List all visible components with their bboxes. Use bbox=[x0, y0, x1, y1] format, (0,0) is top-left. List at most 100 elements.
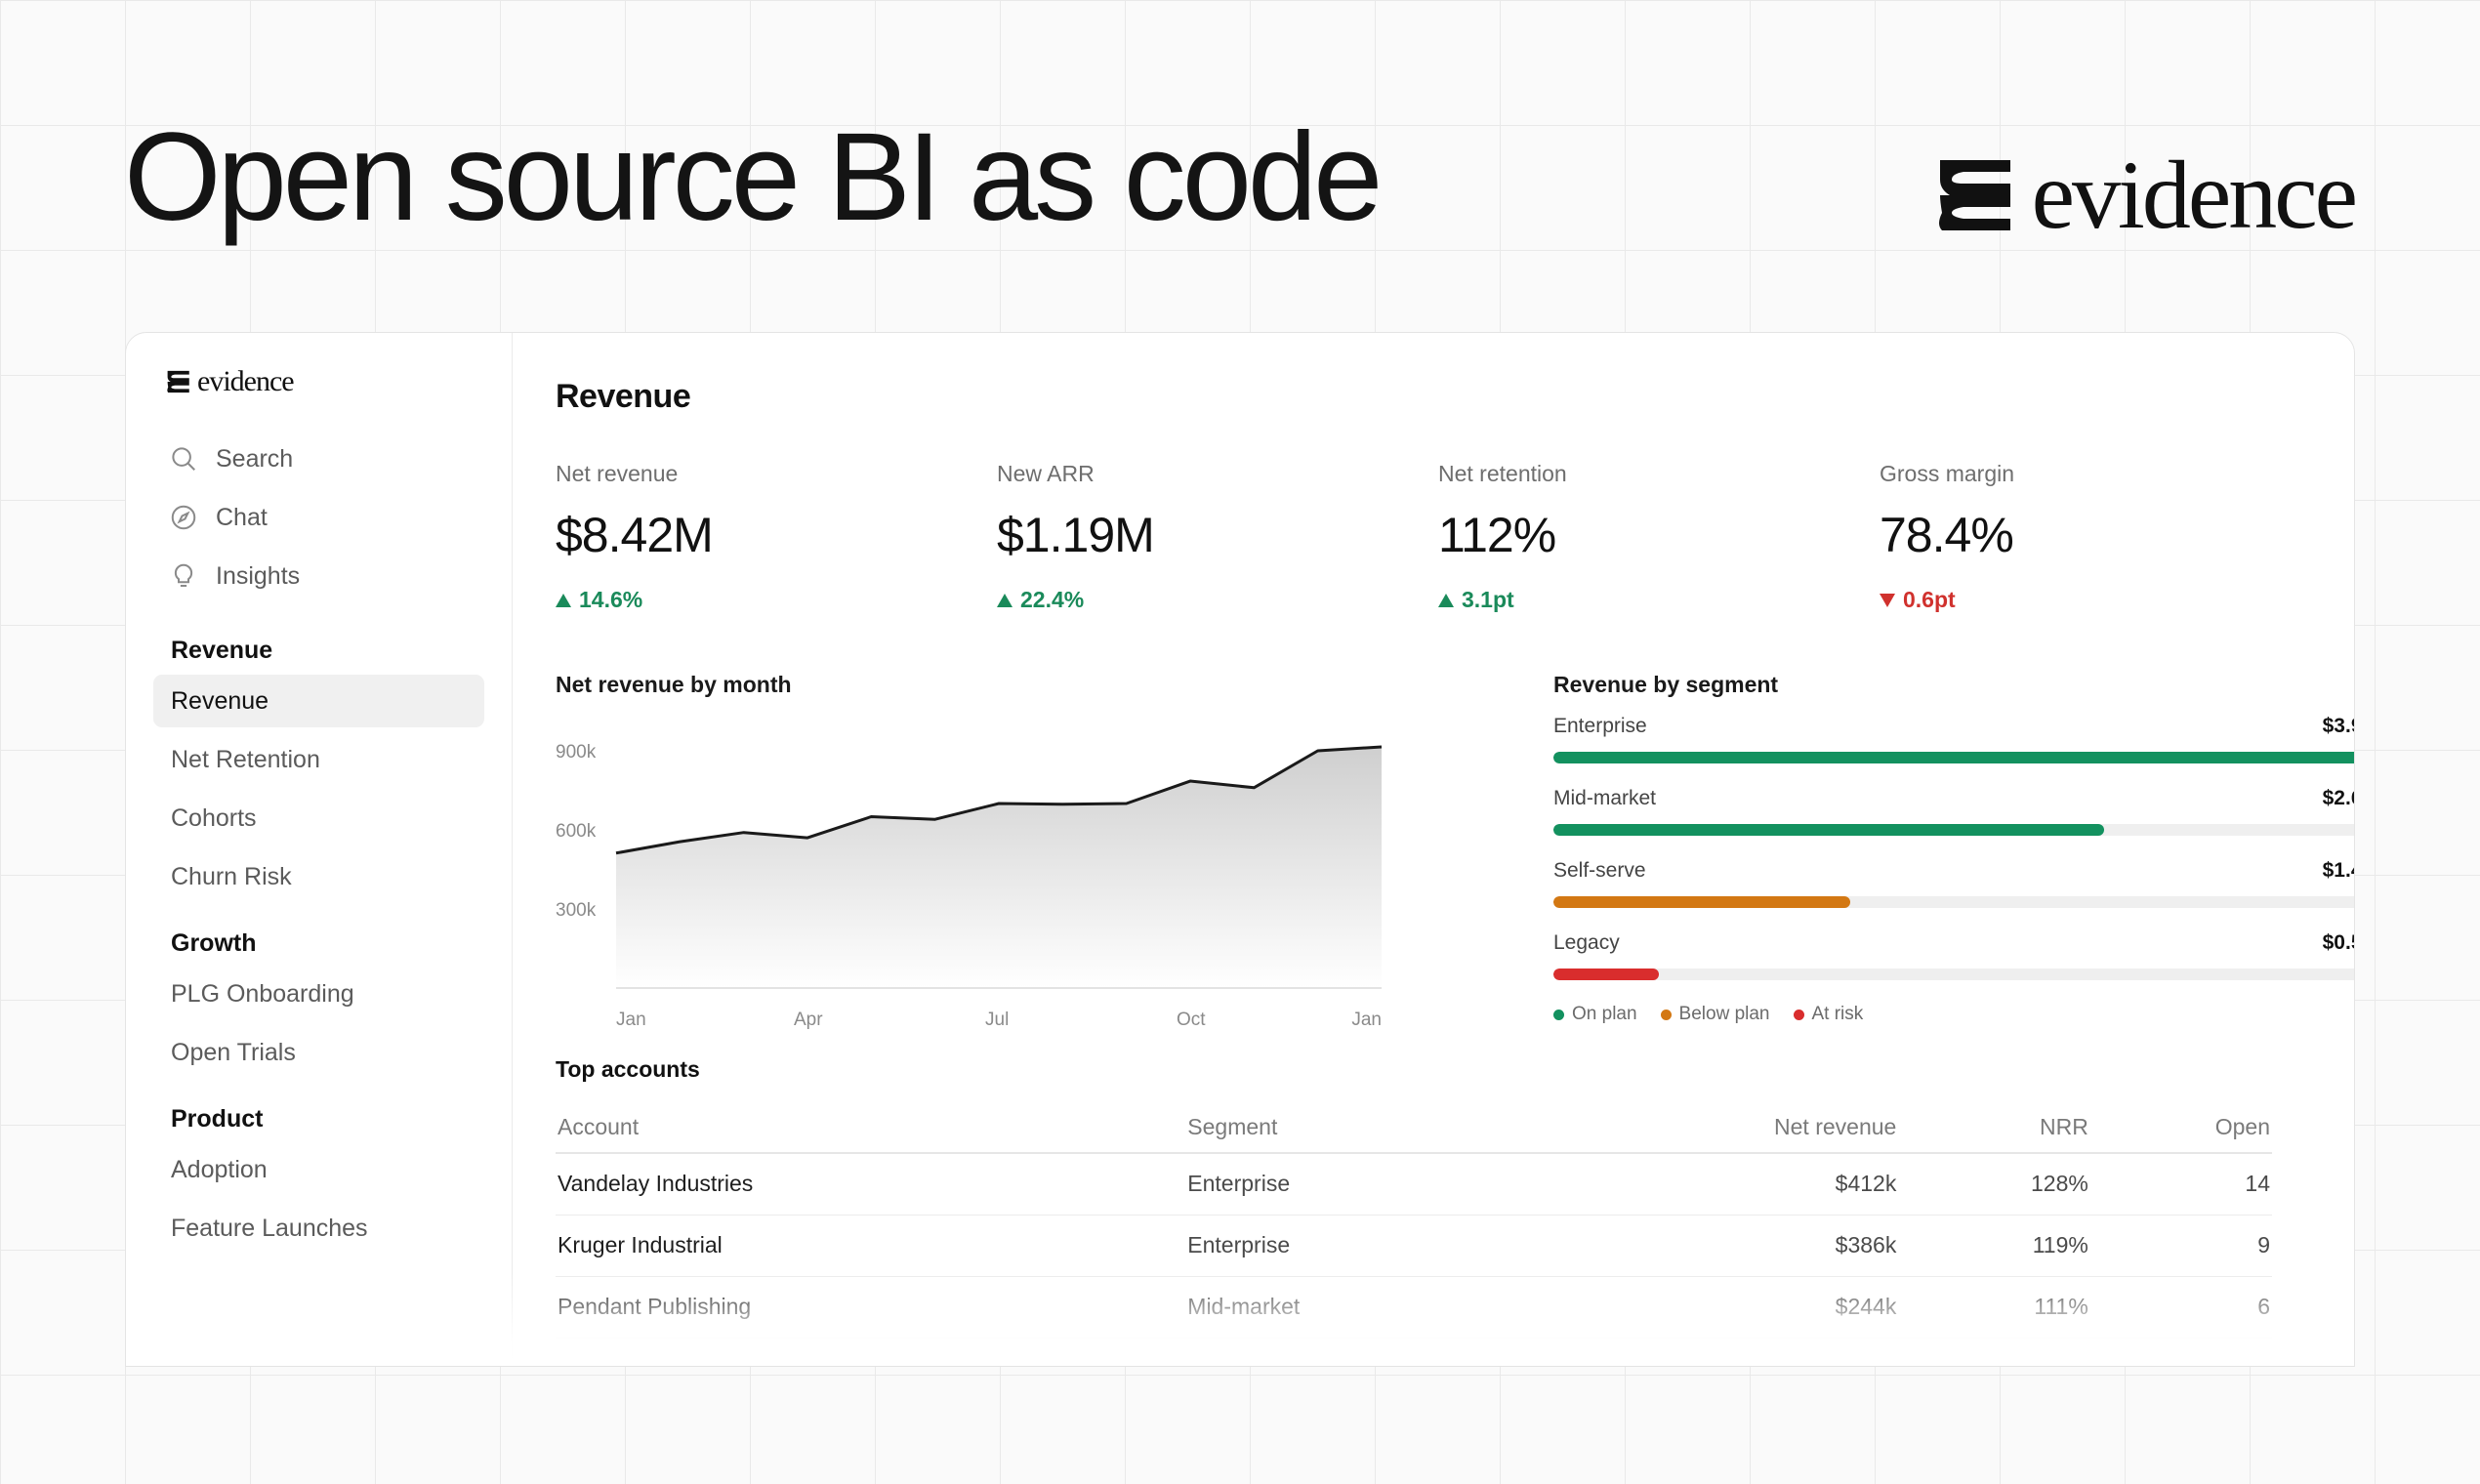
kpi-delta-value: 14.6% bbox=[579, 587, 643, 612]
kpi-label: Gross margin bbox=[1880, 461, 2015, 486]
main-content: Revenue Net revenue $8.42M 14.6% New ARR… bbox=[513, 333, 2354, 1366]
x-tick-label: Jan bbox=[616, 1010, 646, 1030]
segment-value-label: $2.6M bbox=[2322, 787, 2354, 809]
triangle-down-icon bbox=[1880, 593, 1895, 607]
triangle-up-icon bbox=[997, 593, 1013, 607]
kpi-delta-value: 22.4% bbox=[1020, 587, 1085, 612]
sidebar-item-adoption[interactable]: Adoption bbox=[171, 1155, 268, 1183]
kpi-label: New ARR bbox=[997, 461, 1095, 486]
kpi-value: $1.19M bbox=[997, 508, 1155, 562]
legend-dot bbox=[1793, 1009, 1804, 1020]
x-tick-label: Oct bbox=[1177, 1010, 1206, 1030]
cell-open: 6 bbox=[2089, 1276, 2272, 1339]
cell-open: 9 bbox=[2089, 1215, 2272, 1277]
segment-bar-track bbox=[1553, 824, 2354, 836]
kpi-row: Net revenue $8.42M 14.6% New ARR $1.19M … bbox=[556, 461, 2321, 613]
cell-net-revenue: $412k bbox=[1630, 1153, 1899, 1216]
segment-bar-row[interactable]: Mid-market $2.6M bbox=[1553, 787, 2354, 836]
net-revenue-area bbox=[616, 746, 1382, 988]
page-title: Revenue bbox=[556, 378, 691, 415]
legend-label: Below plan bbox=[1678, 1004, 1770, 1024]
segment-chart-title: Revenue by segment bbox=[1553, 672, 1779, 697]
app-window: evidence Search Chat Insights bbox=[125, 332, 2355, 1367]
sidebar: evidence Search Chat Insights bbox=[126, 333, 513, 1366]
y-tick-label: 300k bbox=[556, 900, 597, 921]
column-header-account[interactable]: Account bbox=[556, 1102, 1186, 1154]
kpi-net-revenue: Net revenue $8.42M 14.6% bbox=[556, 461, 997, 613]
kpi-net-retention: Net retention 112% 3.1pt bbox=[1438, 461, 1880, 613]
segment-bar-track bbox=[1553, 752, 2354, 763]
legend-item-on-plan: On plan bbox=[1553, 1004, 1637, 1025]
column-header-nrr[interactable]: NRR bbox=[1898, 1102, 2090, 1154]
sidebar-item-revenue[interactable]: Revenue bbox=[153, 675, 484, 727]
column-header-segment[interactable]: Segment bbox=[1185, 1102, 1631, 1154]
cell-net-revenue: $244k bbox=[1630, 1276, 1899, 1339]
search-icon bbox=[172, 447, 195, 471]
x-tick-label: Jul bbox=[985, 1010, 1009, 1030]
sidebar-item-label: Insights bbox=[216, 561, 301, 590]
sidebar-logo[interactable]: evidence bbox=[167, 366, 484, 397]
table-row[interactable]: Kruger Industrial Enterprise $386k 119% … bbox=[556, 1215, 2272, 1277]
y-tick-label: 600k bbox=[556, 821, 597, 842]
segment-chart-panel: Revenue by segment On plan Below plan At… bbox=[1553, 672, 2354, 1043]
kpi-delta-value: 3.1pt bbox=[1462, 587, 1514, 612]
kpi-delta: 22.4% bbox=[997, 587, 1438, 613]
segment-bar bbox=[1553, 752, 2354, 763]
cell-account: Vandelay Industries bbox=[556, 1153, 1186, 1216]
segment-bar-header: Mid-market $2.6M bbox=[1553, 787, 2354, 810]
segment-bar-row[interactable]: Self-serve $1.4M bbox=[1553, 859, 2354, 908]
sidebar-section-growth: Growth bbox=[171, 929, 257, 957]
hero-brand-wordmark: evidence bbox=[2031, 141, 2358, 249]
segment-bar bbox=[1553, 824, 2104, 836]
sidebar-item-label: Chat bbox=[216, 503, 268, 531]
legend-item-at-risk: At risk bbox=[1793, 1004, 1863, 1025]
cell-account: Kruger Industrial bbox=[556, 1215, 1186, 1277]
segment-name: Enterprise bbox=[1553, 715, 1647, 737]
table-header-row: Account Segment Net revenue NRR Open bbox=[556, 1102, 2272, 1154]
kpi-new-arr: New ARR $1.19M 22.4% bbox=[997, 461, 1438, 613]
kpi-value: 112% bbox=[1438, 508, 1556, 562]
sidebar-item-feature-launches[interactable]: Feature Launches bbox=[171, 1214, 368, 1242]
table-row[interactable]: Vandelay Industries Enterprise $412k 128… bbox=[556, 1153, 2272, 1216]
sidebar-section-revenue: Revenue bbox=[171, 637, 273, 664]
kpi-delta: 0.6pt bbox=[1880, 587, 2321, 613]
segment-value-label: $3.9M bbox=[2322, 715, 2354, 737]
column-header-open[interactable]: Open bbox=[2089, 1102, 2272, 1154]
triangle-up-icon bbox=[1438, 593, 1454, 607]
segment-name: Self-serve bbox=[1553, 859, 1646, 882]
sidebar-item-churn-risk[interactable]: Churn Risk bbox=[171, 862, 292, 890]
sidebar-item-plg-onboarding[interactable]: PLG Onboarding bbox=[171, 979, 354, 1008]
sidebar-item-search[interactable]: Search bbox=[153, 433, 484, 485]
kpi-label: Net revenue bbox=[556, 461, 679, 486]
sidebar-section-product: Product bbox=[171, 1105, 264, 1133]
segment-value-label: $1.4M bbox=[2322, 859, 2354, 882]
segment-bar-header: Enterprise $3.9M bbox=[1553, 715, 2354, 738]
segment-name: Mid-market bbox=[1553, 787, 1657, 809]
kpi-value: 78.4% bbox=[1880, 508, 2014, 562]
cell-nrr: 111% bbox=[1898, 1276, 2090, 1339]
sidebar-item-net-retention[interactable]: Net Retention bbox=[171, 745, 320, 773]
table-row[interactable]: Pendant Publishing Mid-market $244k 111%… bbox=[556, 1276, 2272, 1339]
cell-open: 14 bbox=[2089, 1153, 2272, 1216]
segment-bar-row[interactable]: Enterprise $3.9M bbox=[1553, 715, 2354, 763]
cell-segment: Mid-market bbox=[1185, 1276, 1631, 1339]
table-title: Top accounts bbox=[556, 1056, 700, 1082]
segment-bar-track bbox=[1553, 896, 2354, 908]
segment-bar-row[interactable]: Legacy $0.5M bbox=[1553, 931, 2354, 980]
line-chart-panel: Net revenue by month 900k 600k 300k Jan Apr J… bbox=[556, 672, 1384, 1043]
sidebar-item-open-trials[interactable]: Open Trials bbox=[171, 1038, 296, 1066]
segment-bar-header: Self-serve $1.4M bbox=[1553, 859, 2354, 883]
sidebar-item-chat[interactable]: Chat bbox=[153, 491, 484, 544]
cell-segment: Enterprise bbox=[1185, 1153, 1631, 1216]
x-tick-label: Apr bbox=[794, 1010, 823, 1030]
segment-bar bbox=[1553, 896, 1850, 908]
y-tick-label: 900k bbox=[556, 742, 597, 763]
kpi-label: Net retention bbox=[1438, 461, 1567, 486]
sidebar-item-insights[interactable]: Insights bbox=[153, 550, 484, 602]
kpi-value: $8.42M bbox=[556, 508, 714, 562]
compass-icon bbox=[171, 505, 196, 530]
segment-legend: On plan Below plan At risk bbox=[1553, 1004, 1863, 1025]
sidebar-item-cohorts[interactable]: Cohorts bbox=[171, 804, 257, 832]
column-header-net-revenue[interactable]: Net revenue bbox=[1630, 1102, 1899, 1154]
net-revenue-line-chart[interactable]: 900k 600k 300k Jan Apr Jul Oct Jan bbox=[556, 715, 1384, 1037]
